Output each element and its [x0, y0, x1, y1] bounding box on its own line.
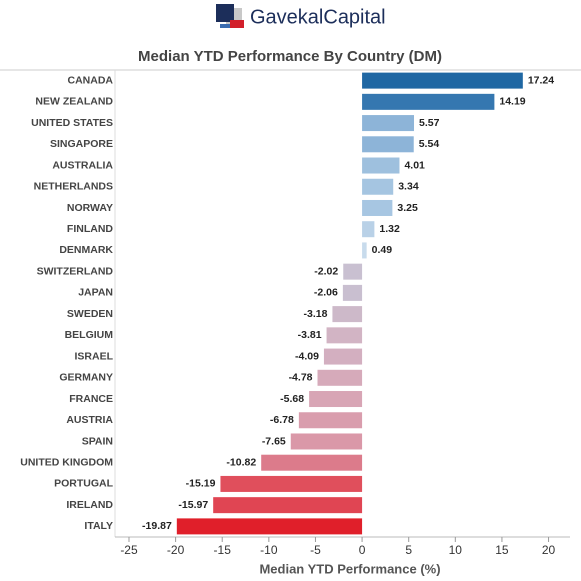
y-tick-label: ISRAEL	[74, 350, 113, 362]
value-label: 3.25	[397, 202, 418, 214]
x-tick-label: 20	[542, 543, 556, 557]
y-tick-label: NETHERLANDS	[34, 181, 113, 193]
bar	[362, 157, 400, 174]
y-tick-label: SWEDEN	[67, 308, 113, 320]
bar	[362, 136, 414, 153]
bar	[176, 518, 363, 535]
value-label: -4.09	[295, 350, 319, 362]
value-label: -2.06	[314, 287, 338, 299]
bar	[323, 348, 363, 365]
value-label: -15.19	[186, 478, 216, 490]
x-tick-label: -15	[214, 543, 232, 557]
bar	[290, 433, 363, 450]
y-tick-label: UNITED KINGDOM	[20, 456, 113, 468]
value-label: -7.65	[262, 435, 286, 447]
y-tick-label: AUSTRIA	[66, 414, 113, 426]
bar	[362, 242, 367, 259]
value-label: 3.34	[398, 181, 419, 193]
y-tick-label: NORWAY	[67, 202, 113, 214]
bar	[362, 93, 495, 110]
value-label: -15.97	[178, 499, 208, 511]
y-tick-label: SINGAPORE	[50, 138, 113, 150]
y-tick-label: DENMARK	[59, 244, 113, 256]
bar	[261, 454, 363, 471]
value-label: -3.18	[303, 308, 327, 320]
y-tick-label: UNITED STATES	[31, 117, 113, 129]
value-label: 17.24	[528, 74, 554, 86]
bar	[317, 369, 363, 386]
value-label: -6.78	[270, 414, 294, 426]
logo	[216, 4, 244, 28]
bar	[362, 178, 394, 195]
x-tick-label: 15	[495, 543, 509, 557]
bar	[362, 115, 415, 132]
x-tick-label: -5	[310, 543, 321, 557]
x-tick-label: 10	[449, 543, 463, 557]
bar	[220, 475, 363, 492]
bar	[343, 263, 363, 280]
logo-square	[220, 24, 230, 28]
x-tick-label: -10	[260, 543, 278, 557]
y-tick-label: GERMANY	[59, 372, 113, 384]
y-tick-label: ITALY	[84, 520, 113, 532]
y-tick-label: SWITZERLAND	[37, 265, 114, 277]
brand: GavekalCapital	[250, 6, 386, 28]
x-tick-label: -25	[120, 543, 138, 557]
bar	[213, 497, 363, 514]
bar	[326, 327, 363, 344]
value-label: -19.87	[142, 520, 172, 532]
bar	[362, 221, 375, 238]
bar	[342, 284, 363, 301]
y-tick-label: FINLAND	[67, 223, 113, 235]
x-tick-label: 0	[359, 543, 366, 557]
value-label: -5.68	[280, 393, 304, 405]
value-label: -4.78	[289, 372, 313, 384]
value-label: 1.32	[379, 223, 400, 235]
value-label: -3.81	[298, 329, 322, 341]
logo-square	[216, 4, 234, 22]
y-tick-label: NEW ZEALAND	[35, 96, 113, 108]
bar	[362, 199, 393, 216]
chart-title: Median YTD Performance By Country (DM)	[138, 48, 442, 65]
logo-square	[230, 20, 244, 28]
value-label: 5.54	[419, 138, 440, 150]
x-tick-label: 5	[405, 543, 412, 557]
x-tick-label: -20	[167, 543, 185, 557]
bar	[362, 72, 523, 89]
y-tick-label: FRANCE	[69, 393, 113, 405]
y-tick-label: PORTUGAL	[54, 478, 114, 490]
x-axis-label: Median YTD Performance (%)	[259, 561, 440, 576]
value-label: 0.49	[372, 244, 393, 256]
y-tick-label: JAPAN	[78, 287, 113, 299]
y-tick-label: BELGIUM	[65, 329, 114, 341]
value-label: 14.19	[499, 96, 525, 108]
y-tick-label: CANADA	[68, 74, 114, 86]
value-label: 4.01	[404, 159, 425, 171]
y-tick-label: AUSTRALIA	[52, 159, 113, 171]
bar	[298, 412, 363, 429]
y-tick-label: IRELAND	[66, 499, 113, 511]
bar	[332, 306, 363, 323]
bar	[309, 391, 363, 408]
y-tick-label: SPAIN	[82, 435, 113, 447]
value-label: -2.02	[314, 265, 338, 277]
value-label: 5.57	[419, 117, 440, 129]
value-label: -10.82	[226, 456, 256, 468]
